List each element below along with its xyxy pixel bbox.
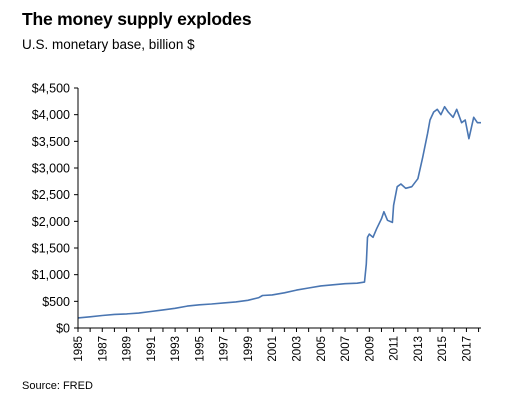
y-tick-label: $4,000 xyxy=(32,108,70,122)
y-tick-label: $2,000 xyxy=(32,215,70,229)
x-axis-ticks: 1985 1987 1989 1991 1993 1995 1997 1999 2001 2003… xyxy=(73,328,480,362)
chart-subtitle: U.S. monetary base, billion $ xyxy=(22,37,195,52)
y-tick-label: $1,500 xyxy=(32,242,70,256)
x-tick-label: 2009 xyxy=(364,336,376,362)
x-tick-label: 1987 xyxy=(97,336,109,362)
source-note: Source: FRED xyxy=(22,380,93,392)
y-tick-label: $3,500 xyxy=(32,135,70,149)
y-axis-ticks: $0 $500 $1,000 $1,500 $2,000 $2,500 $3,000 $3,5… xyxy=(32,82,78,336)
y-tick-label: $500 xyxy=(42,295,70,309)
chart-title: The money supply explodes xyxy=(22,9,252,29)
y-tick-label: $2,500 xyxy=(32,188,70,202)
series-line-monetary-base xyxy=(77,105,481,319)
x-tick-label: 1999 xyxy=(243,336,255,362)
x-tick-label: 2001 xyxy=(267,336,279,362)
x-tick-label: 1997 xyxy=(219,336,231,362)
x-tick-label: 1991 xyxy=(146,336,158,362)
x-tick-label: 2017 xyxy=(461,336,473,362)
x-tick-label: 1995 xyxy=(194,336,206,362)
x-tick-label: 1985 xyxy=(73,336,85,362)
y-tick-label: $0 xyxy=(56,322,70,336)
y-tick-label: $4,500 xyxy=(32,82,70,96)
y-tick-label: $1,000 xyxy=(32,268,70,282)
x-tick-label: 2003 xyxy=(291,336,303,362)
x-tick-label: 2005 xyxy=(316,336,328,362)
x-tick-label: 1989 xyxy=(122,336,134,362)
x-tick-label: 2013 xyxy=(413,336,425,362)
x-tick-label: 2015 xyxy=(437,336,449,362)
x-tick-label: 1993 xyxy=(170,336,182,362)
x-tick-label: 2007 xyxy=(340,336,352,362)
x-tick-label: 2011 xyxy=(389,336,401,361)
y-tick-label: $3,000 xyxy=(32,162,70,176)
